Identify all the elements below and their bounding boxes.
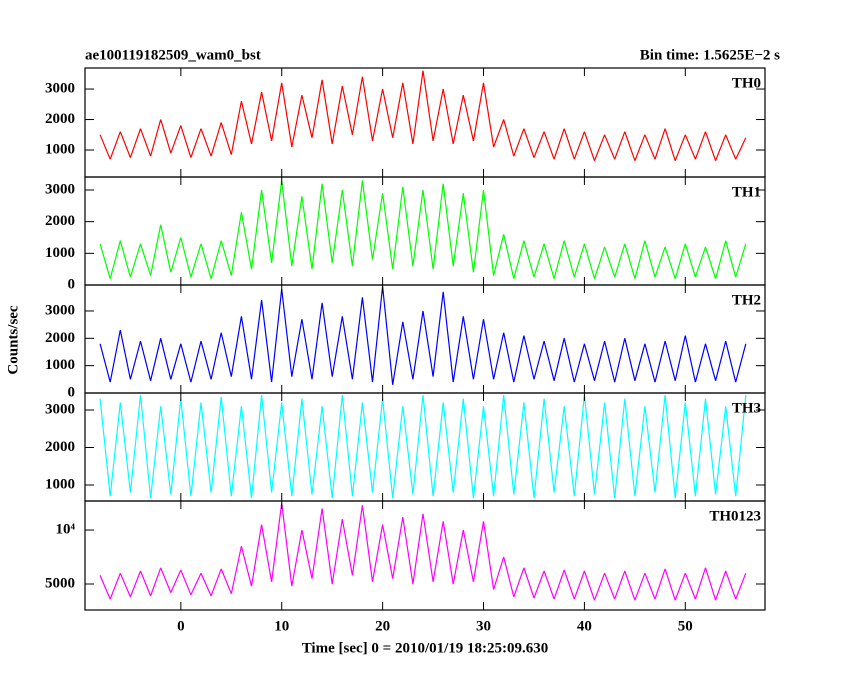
x-tick-label: 50 [678,618,693,634]
panel-label: TH1 [732,184,761,200]
x-axis-label: Time [sec] 0 = 2010/01/19 18:25:09.630 [302,640,549,656]
x-tick-label: 20 [375,618,390,634]
y-tick-label: 2000 [45,213,75,229]
light-curve [99,180,747,279]
y-tick-label: 1000 [45,245,75,261]
y-tick-label: 3000 [45,80,75,96]
y-tick-label: 1000 [45,476,75,492]
y-axis-label: Counts/sec [5,305,21,375]
panel-label: TH0123 [709,508,761,524]
y-tick-label: 3000 [45,302,75,318]
y-tick-label: 2000 [45,111,75,127]
y-tick-label: 1000 [45,357,75,373]
y-tick-label: 0 [68,276,76,292]
panel-label: TH2 [732,292,761,308]
panel-label: TH0 [732,75,761,91]
y-tick-label: 3000 [45,181,75,197]
light-curve [99,286,747,385]
y-tick-label: 5000 [45,575,75,591]
panel-label: TH3 [732,400,761,416]
panel-frame [84,500,766,611]
x-tick-label: 0 [177,618,185,634]
y-tick-label: 1000 [45,141,75,157]
y-tick-label: 3000 [45,401,75,417]
panel-frame [84,284,766,394]
bin-time: Bin time: 1.5625E−2 s [640,47,780,63]
y-tick-label: 10⁴ [56,521,76,537]
light-curve [99,503,747,601]
x-tick-label: 10 [274,618,289,634]
x-tick-label: 40 [577,618,592,634]
y-tick-label: 2000 [45,439,75,455]
x-tick-label: 30 [476,618,491,634]
panel-frame [84,176,766,286]
y-tick-label: 2000 [45,330,75,346]
light-curve [99,70,747,161]
y-tick-label: 0 [68,384,76,400]
chart-title: ae100119182509_wam0_bst [85,47,261,63]
light-curve [99,394,747,499]
